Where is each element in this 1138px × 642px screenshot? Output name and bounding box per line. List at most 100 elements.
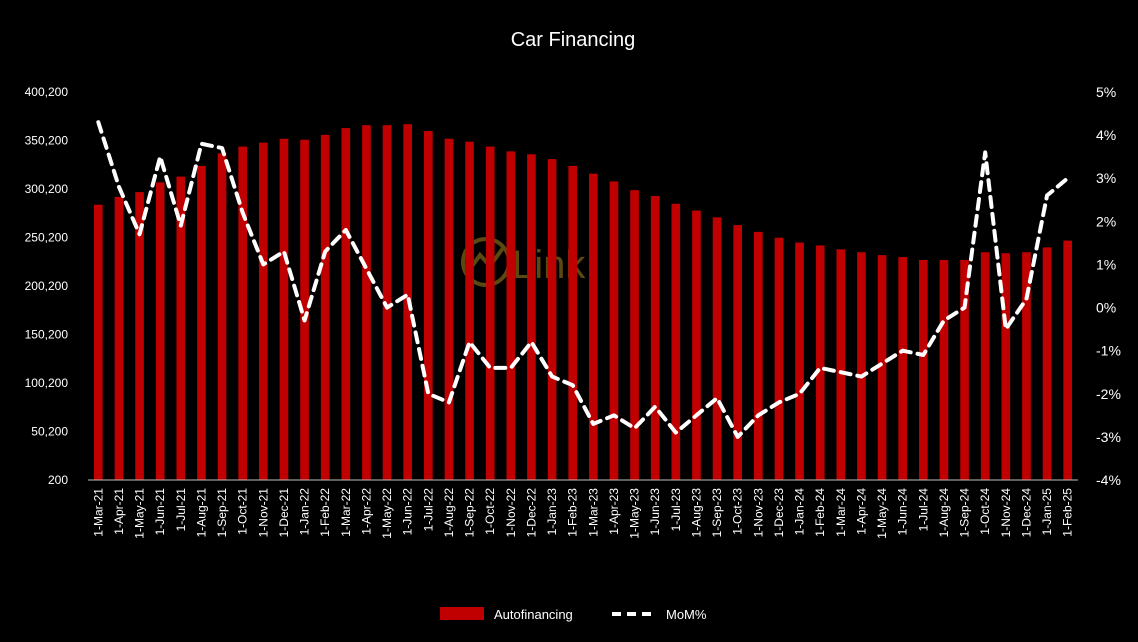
bar-1-Nov-21 [259,143,268,480]
bar-1-Dec-22 [527,154,536,480]
x-axis: 1-Mar-21 1-Apr-21 1-May-21 1-Jun-21 1-Jul-21… [88,480,1078,539]
bar-1-Oct-23 [733,225,742,480]
left-tick-label: 300,200 [25,182,69,196]
bar-1-Mar-23 [589,174,598,480]
bar-1-Oct-22 [486,147,495,480]
bar-1-Jul-24 [919,260,928,480]
bar-1-Sep-23 [713,217,722,480]
bar-1-Sep-21 [218,153,227,480]
x-tick-label: 1-Nov-21 [256,488,270,538]
legend-swatch-autofinancing [440,607,484,620]
right-tick-label: -1% [1096,343,1121,359]
x-tick-label: 1-Mar-23 [586,488,600,537]
x-tick-label: 1-Jun-24 [896,488,910,536]
x-tick-label: 1-Jul-23 [669,488,683,532]
x-tick-label: 1-Oct-22 [483,488,497,535]
right-tick-label: 2% [1096,213,1116,229]
bar-1-Jul-22 [424,131,433,480]
bar-1-Jun-23 [651,196,660,480]
bar-1-Nov-22 [506,151,515,480]
x-tick-label: 1-Jul-22 [421,488,435,532]
x-tick-label: 1-Sep-24 [958,488,972,538]
bar-1-Oct-21 [238,147,247,480]
x-tick-label: 1-Jan-22 [298,488,312,536]
bar-1-Jun-21 [156,182,165,480]
right-axis: -4%-3%-2%-1%0%1%2%3%4%5% [1096,84,1121,488]
x-tick-label: 1-Oct-24 [978,488,992,535]
bar-1-Apr-22 [362,125,371,480]
bar-1-Feb-25 [1063,241,1072,480]
right-tick-label: 4% [1096,127,1116,143]
x-tick-label: 1-Feb-24 [813,488,827,537]
left-tick-label: 200,200 [25,279,69,293]
x-tick-label: 1-May-23 [628,488,642,539]
x-tick-label: 1-Jun-22 [401,488,415,536]
left-tick-label: 400,200 [25,85,69,99]
right-tick-label: 5% [1096,84,1116,100]
x-tick-label: 1-May-22 [380,488,394,539]
right-tick-label: -2% [1096,386,1121,402]
autofinancing-bars [94,124,1072,480]
left-tick-label: 200 [48,473,68,487]
x-tick-label: 1-Jun-23 [648,488,662,536]
bar-1-May-23 [630,190,639,480]
x-tick-label: 1-Apr-23 [607,488,621,535]
chart-title: Car Financing [511,29,636,51]
x-tick-label: 1-Jan-23 [545,488,559,536]
right-tick-label: 3% [1096,170,1116,186]
x-tick-label: 1-Apr-21 [112,488,126,535]
legend-label-mom: MoM% [666,607,707,622]
bar-1-Mar-22 [341,128,350,480]
x-tick-label: 1-Oct-23 [731,488,745,535]
bar-1-Dec-23 [775,238,784,480]
bar-1-Jan-25 [1043,247,1052,480]
x-tick-label: 1-Feb-25 [1061,488,1075,537]
x-tick-label: 1-Jan-24 [793,488,807,536]
x-tick-label: 1-Jun-21 [153,488,167,536]
x-tick-label: 1-Jul-21 [174,488,188,532]
right-tick-label: 0% [1096,300,1116,316]
bar-1-Jun-24 [898,257,907,480]
legend: Autofinancing MoM% [440,607,707,622]
x-tick-label: 1-Dec-22 [524,488,538,538]
bar-1-Aug-24 [940,260,949,480]
right-tick-label: -3% [1096,429,1121,445]
bar-1-Mar-21 [94,205,103,480]
x-tick-label: 1-Apr-22 [359,488,373,535]
bar-1-Sep-22 [465,142,474,480]
bar-1-Dec-24 [1022,252,1031,480]
bar-1-Aug-23 [692,211,701,480]
watermark-logo: Link [463,239,586,287]
bar-1-Feb-24 [816,245,825,480]
x-tick-label: 1-Sep-21 [215,488,229,538]
bar-1-Dec-21 [280,139,289,480]
x-tick-label: 1-Aug-22 [442,488,456,538]
bar-1-Jan-24 [795,243,804,480]
x-tick-label: 1-Sep-22 [463,488,477,538]
right-tick-label: -4% [1096,472,1121,488]
bar-1-Apr-24 [857,252,866,480]
bar-1-Jul-23 [671,204,680,480]
x-tick-label: 1-Jan-25 [1040,488,1054,536]
x-tick-label: 1-Apr-24 [854,488,868,535]
x-tick-label: 1-Jul-24 [916,488,930,532]
bar-1-Feb-23 [568,166,577,480]
x-tick-label: 1-Feb-22 [318,488,332,537]
x-tick-label: 1-Dec-21 [277,488,291,538]
left-tick-label: 150,200 [25,328,69,342]
left-tick-label: 100,200 [25,376,69,390]
left-tick-label: 350,200 [25,134,69,148]
bar-1-Oct-24 [981,252,990,480]
bar-1-Jan-23 [548,159,557,480]
x-tick-label: 1-May-24 [875,488,889,539]
x-tick-label: 1-May-21 [133,488,147,539]
bar-1-Aug-22 [445,139,454,480]
x-tick-label: 1-Dec-24 [1019,488,1033,538]
x-tick-label: 1-Feb-23 [566,488,580,537]
bar-1-Feb-22 [321,135,330,480]
bar-1-Nov-23 [754,232,763,480]
x-tick-label: 1-Mar-21 [91,488,105,537]
legend-label-autofinancing: Autofinancing [494,607,573,622]
